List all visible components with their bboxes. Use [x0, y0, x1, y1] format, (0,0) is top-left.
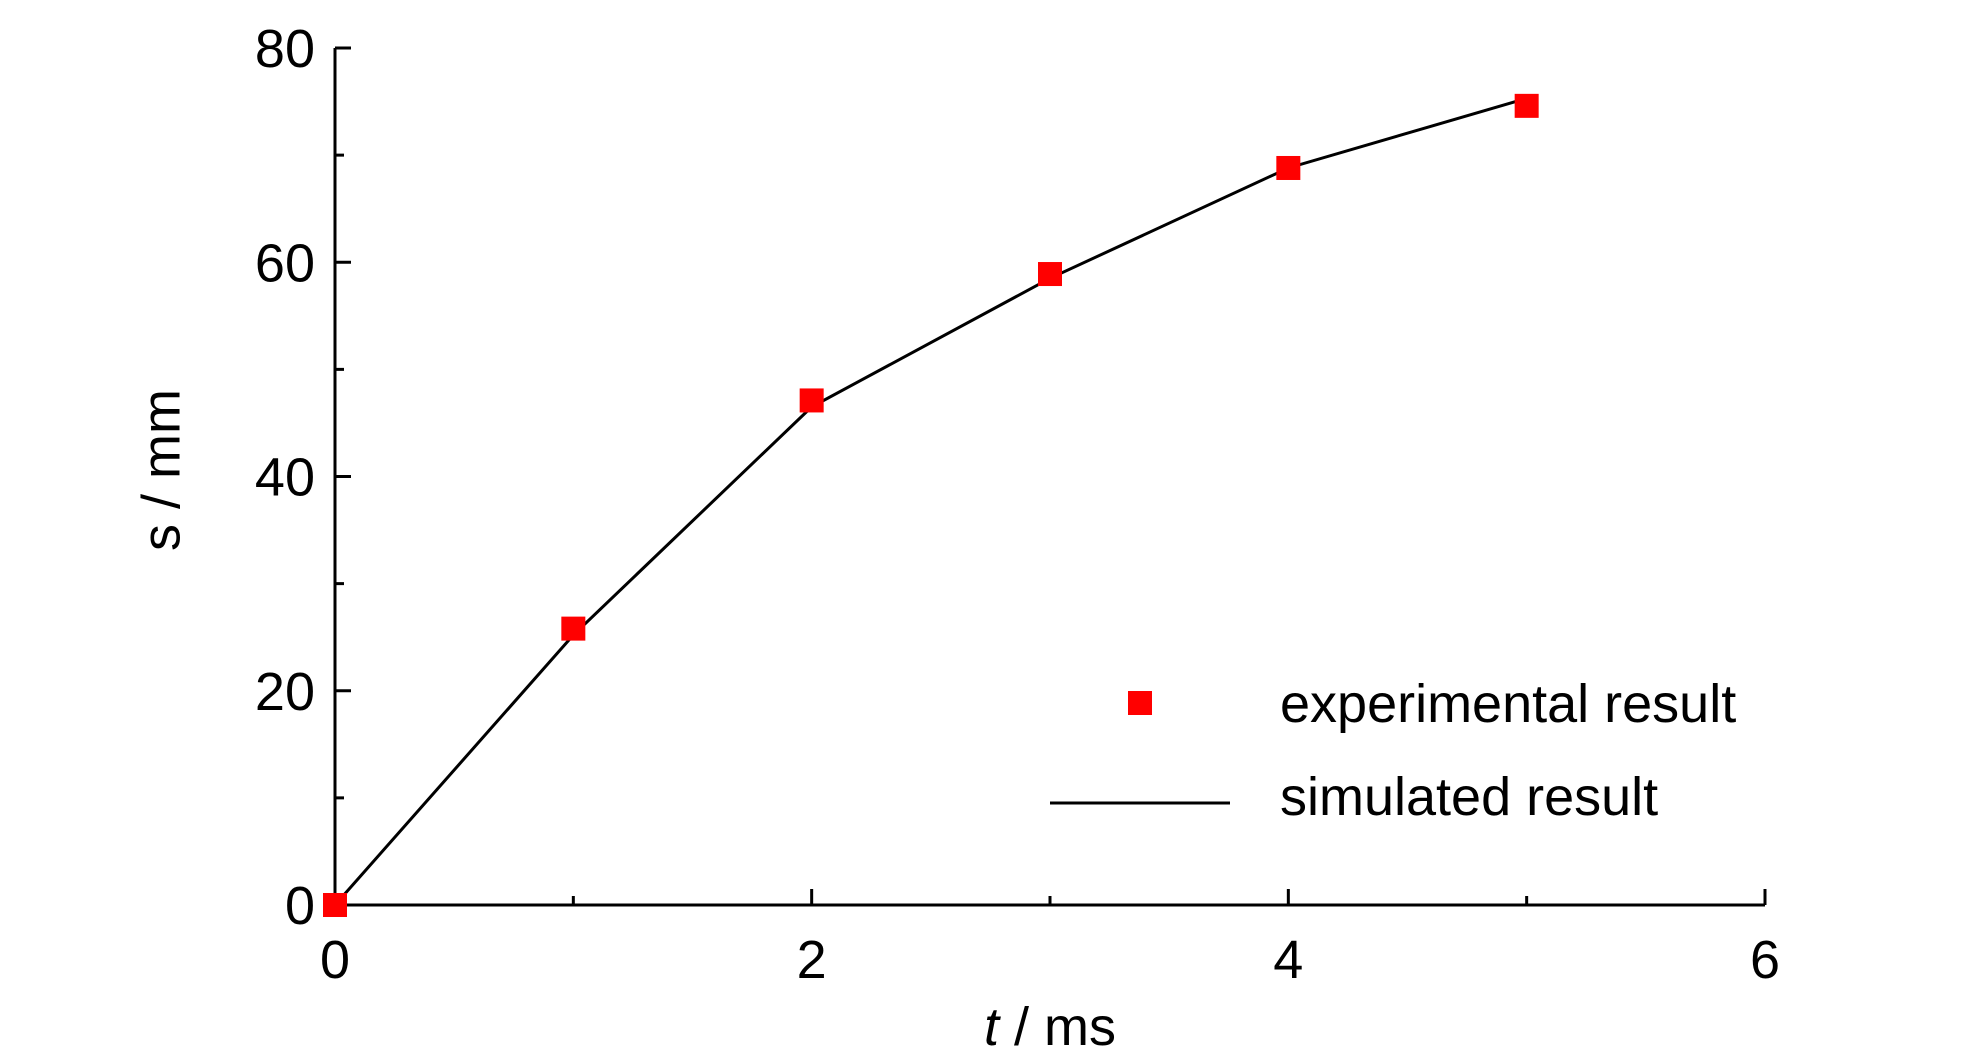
y-axis-label: s / mm — [131, 389, 191, 551]
series-layer — [323, 93, 1539, 917]
legend-background — [1240, 640, 1785, 870]
experimental-point — [1276, 155, 1301, 180]
legend-marker-experimental — [1128, 691, 1152, 715]
x-tick-label-4: 4 — [1273, 930, 1303, 990]
y-ticks: 0 20 40 60 80 — [255, 19, 351, 936]
experimental-point — [1038, 262, 1062, 287]
experimental-point — [1514, 93, 1539, 118]
x-axis-label-variable: t — [984, 997, 1001, 1057]
x-tick-label-6: 6 — [1750, 930, 1780, 990]
legend-label-experimental: experimental result — [1280, 674, 1736, 734]
legend-label-simulated: simulated result — [1280, 767, 1658, 827]
legend: experimental result simulated result — [1050, 640, 1785, 870]
x-tick-label-0: 0 — [320, 930, 350, 990]
experimental-point — [799, 388, 824, 413]
x-tick-label-2: 2 — [797, 930, 827, 990]
experimental-point — [561, 616, 586, 641]
y-tick-label-80: 80 — [255, 19, 315, 79]
x-axis-label-unit: / ms — [999, 997, 1116, 1057]
y-tick-label-40: 40 — [255, 448, 315, 508]
x-ticks: 0 2 4 6 — [320, 889, 1780, 990]
plot-area: 0 20 40 60 80 0 2 4 6 — [255, 19, 1780, 990]
y-tick-label-20: 20 — [255, 662, 315, 722]
x-axis-label: t / ms — [984, 997, 1116, 1057]
y-tick-label-0: 0 — [285, 876, 315, 936]
y-tick-label-60: 60 — [255, 233, 315, 293]
experimental-point — [323, 893, 347, 917]
simulated-result-line — [333, 96, 1528, 906]
